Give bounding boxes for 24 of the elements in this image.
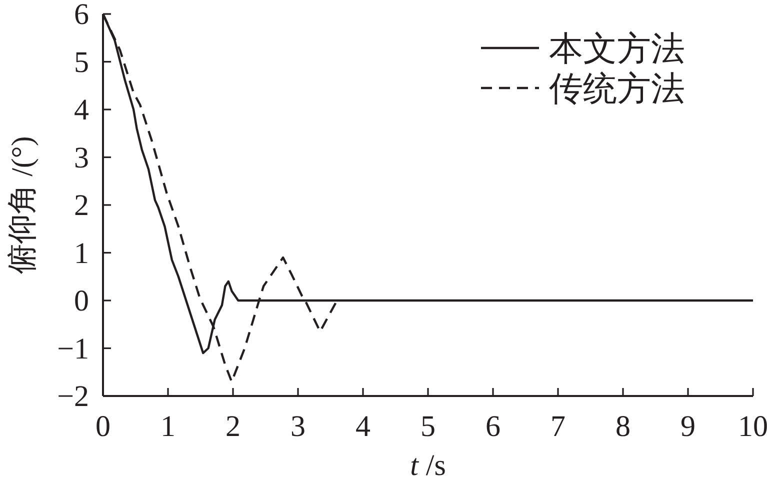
ytick: 6	[74, 0, 89, 31]
xtick: 0	[96, 410, 110, 443]
ytick: 3	[74, 141, 89, 174]
xtick: 8	[616, 410, 630, 443]
legend-label: 本文方法	[549, 31, 685, 68]
ytick: 4	[74, 94, 89, 126]
xlabel: t /s	[410, 449, 446, 482]
xtick: 2	[226, 410, 240, 443]
ytick: 2	[74, 189, 89, 222]
legend-label: 传统方法	[549, 71, 685, 108]
ytick: 5	[74, 46, 89, 79]
xtick: 7	[550, 410, 566, 443]
xtick: 10	[738, 410, 767, 443]
ytick: 1	[74, 236, 89, 270]
xtick: 3	[290, 410, 306, 443]
ytick: −2	[57, 380, 89, 413]
ylabel: 俯仰角 /(°)	[6, 136, 39, 274]
xtick: 1	[160, 410, 176, 443]
xtick: 4	[356, 410, 370, 443]
ytick: 0	[74, 284, 89, 318]
xtick: 5	[420, 410, 436, 443]
xtick: 9	[680, 410, 696, 443]
ytick: −1	[57, 332, 89, 366]
xtick: 6	[486, 410, 500, 443]
